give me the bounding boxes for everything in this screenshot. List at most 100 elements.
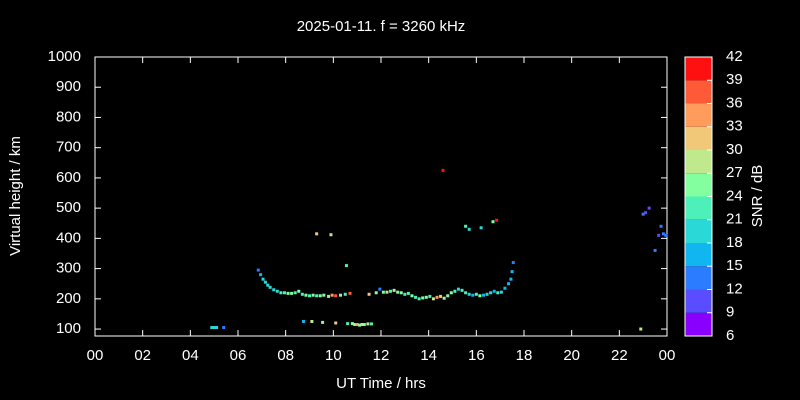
data-point: [644, 211, 648, 215]
data-point: [389, 289, 393, 293]
data-point: [334, 321, 338, 325]
data-point: [302, 319, 306, 323]
colorbar-swatch: [685, 80, 712, 104]
colorbar-tick-label: 12: [726, 280, 743, 297]
y-tick-label: 900: [56, 78, 81, 95]
data-point: [311, 293, 315, 297]
colorbar-tick-label: 15: [726, 257, 743, 274]
data-point: [641, 212, 645, 216]
data-point: [297, 289, 301, 293]
data-point: [378, 287, 382, 291]
colorbar-tick-label: 33: [726, 118, 743, 135]
data-point: [507, 282, 511, 286]
data-point: [647, 206, 651, 210]
data-point: [510, 270, 514, 274]
colorbar-tick-label: 24: [726, 187, 743, 204]
data-point: [343, 292, 347, 296]
data-point: [321, 320, 325, 324]
data-point: [374, 291, 378, 295]
colorbar-tick-label: 18: [726, 234, 743, 251]
y-tick-label: 200: [56, 290, 81, 307]
data-point: [424, 295, 428, 299]
data-point: [315, 294, 319, 298]
data-point: [300, 292, 304, 296]
data-point: [338, 293, 342, 297]
data-point: [414, 295, 418, 299]
data-point: [266, 283, 270, 287]
data-point: [322, 293, 326, 297]
data-point: [421, 296, 425, 300]
data-point: [453, 289, 457, 293]
data-point: [344, 264, 348, 268]
data-point: [263, 280, 267, 284]
x-tick-label: 04: [182, 347, 199, 364]
colorbar-tick-label: 30: [726, 141, 743, 158]
data-point: [639, 327, 643, 331]
colorbar-swatch: [685, 289, 712, 313]
data-point: [318, 294, 322, 298]
data-point: [279, 291, 283, 295]
y-tick-label: 1000: [48, 48, 81, 65]
data-point: [310, 319, 314, 323]
data-point: [334, 294, 338, 298]
data-point: [471, 293, 475, 297]
data-point: [403, 292, 407, 296]
data-point: [268, 285, 272, 289]
colorbar-swatch: [685, 312, 712, 336]
data-point: [315, 232, 319, 236]
colorbar-swatch: [685, 219, 712, 243]
x-tick-label: 02: [134, 347, 151, 364]
data-point: [293, 291, 297, 295]
x-tick-label: 20: [563, 347, 580, 364]
colorbar-tick-label: 6: [726, 327, 734, 344]
x-tick-label: 22: [611, 347, 628, 364]
y-tick-label: 700: [56, 139, 81, 156]
data-point: [385, 290, 389, 294]
colorbar-swatch: [685, 126, 712, 150]
x-tick-label: 14: [420, 347, 437, 364]
data-point: [366, 322, 370, 326]
data-point: [210, 326, 214, 330]
data-point: [446, 294, 450, 298]
data-point: [664, 233, 668, 237]
data-point: [327, 294, 331, 298]
data-point: [442, 296, 446, 300]
data-point: [478, 294, 482, 298]
data-point: [381, 290, 385, 294]
data-point: [496, 291, 500, 295]
data-point: [362, 323, 366, 327]
data-point: [467, 227, 471, 231]
data-point: [481, 293, 485, 297]
x-tick-label: 16: [468, 347, 485, 364]
data-point: [212, 326, 216, 330]
colorbar-label: SNR / dB: [749, 165, 766, 228]
data-point: [417, 297, 421, 301]
data-point: [350, 322, 354, 326]
data-point: [456, 287, 460, 291]
data-point: [460, 288, 464, 292]
data-point: [308, 294, 311, 298]
data-point: [369, 322, 373, 326]
data-point: [259, 273, 263, 277]
data-point: [355, 323, 359, 327]
data-point: [256, 268, 260, 272]
data-point: [464, 224, 468, 228]
data-point: [492, 289, 496, 293]
data-point: [439, 294, 443, 298]
colorbar-swatch: [685, 150, 712, 174]
data-point: [428, 294, 432, 298]
colorbar-swatch: [685, 103, 712, 127]
colorbar-swatch: [685, 196, 712, 220]
data-point: [503, 286, 507, 290]
colorbar-tick-label: 27: [726, 164, 743, 181]
data-point: [275, 289, 279, 293]
y-tick-label: 500: [56, 199, 81, 216]
data-point: [396, 290, 400, 294]
data-point: [290, 291, 294, 295]
data-point: [657, 233, 661, 237]
data-point: [659, 224, 663, 228]
data-point: [222, 326, 226, 330]
data-point: [392, 288, 396, 292]
